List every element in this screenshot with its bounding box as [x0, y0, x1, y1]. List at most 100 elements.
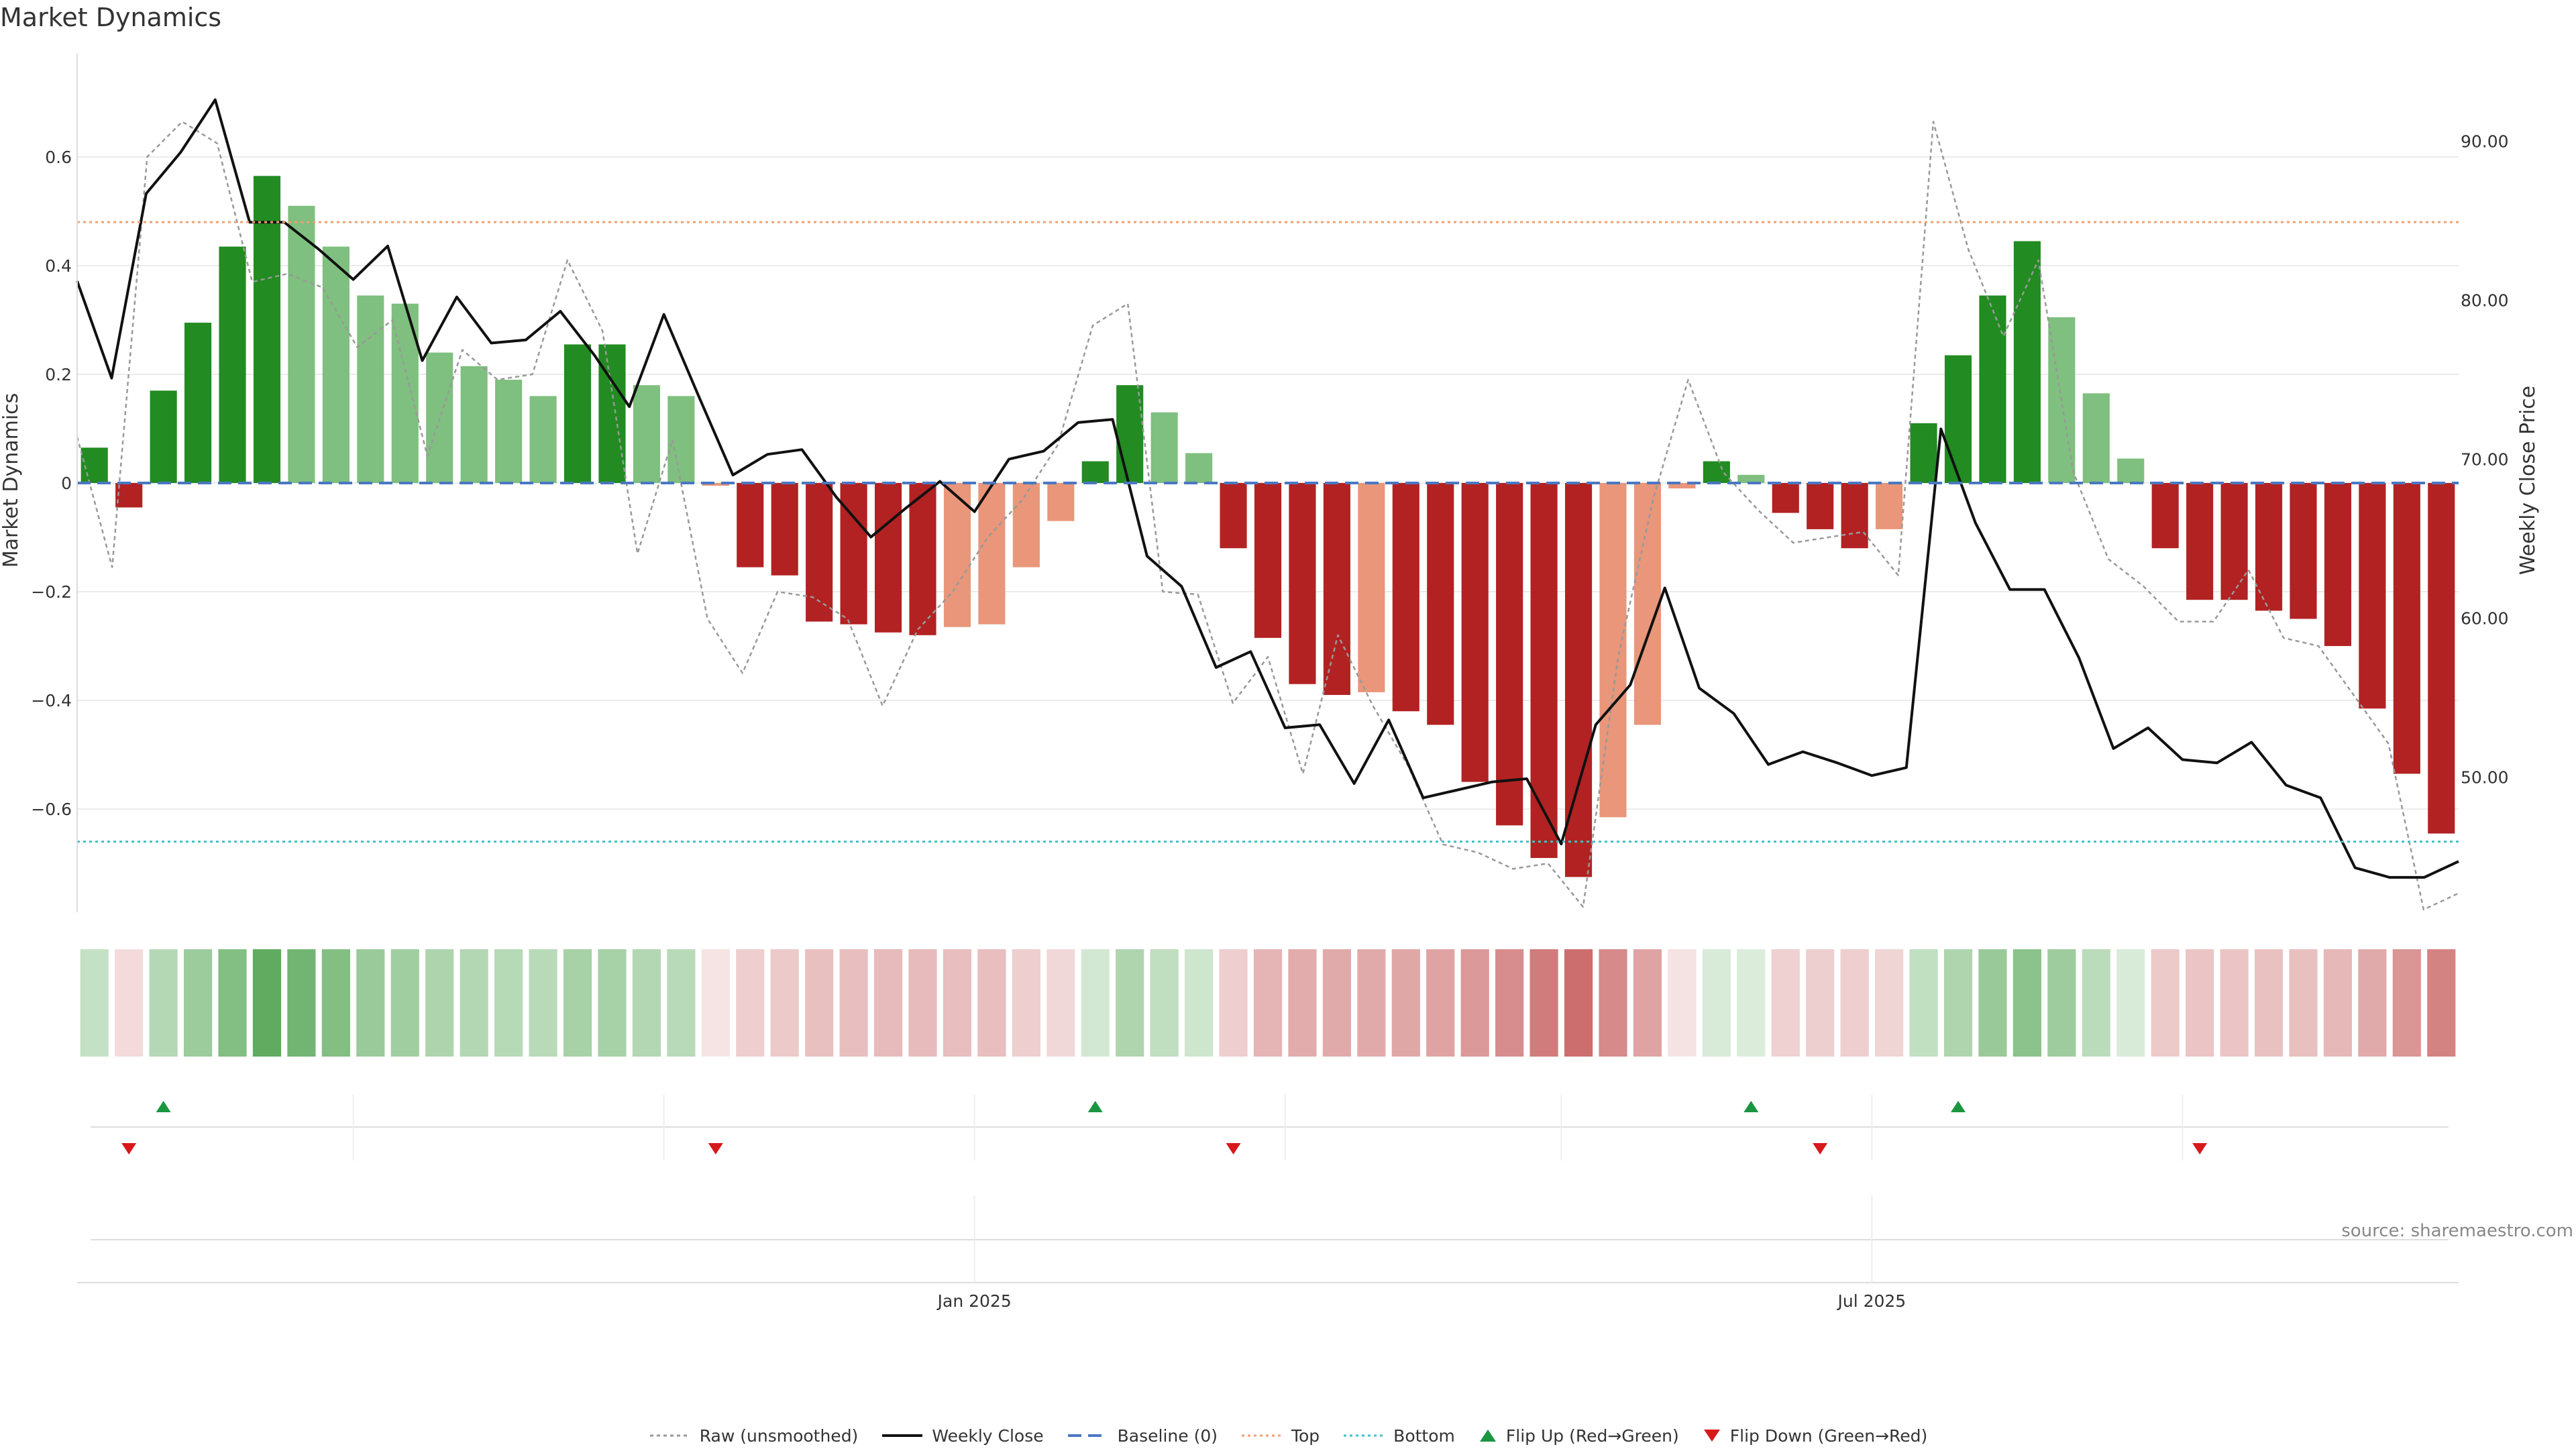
heat-strip-cell	[2427, 949, 2456, 1057]
flip-up-marker	[1950, 1101, 1966, 1112]
dynamics-bar	[1150, 412, 1178, 483]
flip-markers-layer	[91, 1095, 2449, 1161]
dynamics-bar	[633, 385, 660, 483]
flip-down-marker	[121, 1143, 137, 1155]
dynamics-bar	[1496, 483, 1523, 826]
dynamics-bar	[1772, 483, 1799, 513]
dynamics-bar	[150, 390, 177, 483]
heat-strip-cell	[908, 949, 937, 1057]
heat-strip-cell	[632, 949, 661, 1057]
weekly-close-line	[76, 98, 2459, 879]
legend-label: Flip Up (Red→Green)	[1505, 1426, 1679, 1446]
heat-strip-cell	[2082, 949, 2110, 1057]
legend-item-raw: Raw (unsmoothed)	[649, 1426, 859, 1446]
heat-strip-cell	[943, 949, 972, 1057]
legend-label: Raw (unsmoothed)	[699, 1426, 859, 1446]
dynamics-bar	[1979, 295, 2006, 483]
heat-strip-cell	[1840, 949, 1869, 1057]
flip-up-icon	[1479, 1430, 1496, 1442]
legend-item-weekly-close: Weekly Close	[881, 1426, 1044, 1446]
dynamics-bar	[460, 366, 488, 483]
heat-strip-cell	[2186, 949, 2214, 1057]
heat-strip-cell	[2392, 949, 2421, 1057]
heat-strip-cell	[1771, 949, 1800, 1057]
dynamics-bar	[322, 246, 350, 483]
dynamics-bar	[909, 483, 936, 635]
heat-strip-cell	[494, 949, 523, 1057]
dynamics-bar	[1633, 483, 1662, 725]
dynamics-bar	[2324, 483, 2351, 647]
heat-strip-cell	[80, 949, 109, 1057]
y-axis-label-right: Weekly Close Price	[2516, 386, 2540, 575]
heat-strip-cell	[805, 949, 834, 1057]
heat-strip-cell	[1357, 949, 1386, 1057]
x-tick-label: Jul 2025	[1836, 1291, 1906, 1311]
flip-up-marker	[1743, 1101, 1759, 1112]
legend-close-swatch	[882, 1434, 923, 1437]
dynamics-bar	[219, 246, 246, 483]
heat-strip-cell	[390, 949, 419, 1057]
heat-strip-cell	[1150, 949, 1179, 1057]
heat-strip-cell	[218, 949, 247, 1057]
heat-strip-cell	[460, 949, 488, 1057]
axes-layer: −0.6 −0.4 −0.2 0 0.2 0.4 0.6 50.00 60.00 70.00 80.…	[31, 54, 2509, 912]
heat-strip-cell	[2116, 949, 2145, 1057]
dynamics-bar	[1323, 483, 1350, 695]
dynamics-bar	[2117, 458, 2145, 483]
dynamics-bar	[2255, 483, 2283, 611]
y-tick-label-left: 0.4	[45, 256, 72, 276]
heat-strip-cell	[701, 949, 730, 1057]
dynamics-bar	[564, 344, 592, 483]
dynamics-bar	[771, 483, 798, 576]
legend-item-flip-down: Flip Down (Green→Red)	[1702, 1426, 1928, 1446]
heat-strip-cell	[2323, 949, 2353, 1057]
heat-strip-cell	[873, 949, 903, 1057]
dynamics-bar	[288, 205, 315, 483]
heat-strip-cell	[1495, 949, 1524, 1057]
legend-label: Baseline (0)	[1117, 1426, 1218, 1446]
dynamics-bar	[2428, 483, 2455, 834]
flip-down-marker	[708, 1143, 723, 1155]
heat-strip-cell	[529, 949, 557, 1057]
legend-item-bottom: Bottom	[1342, 1426, 1455, 1446]
dynamics-bar	[806, 483, 833, 622]
heat-strip-cell	[1391, 949, 1420, 1057]
dynamics-bar	[495, 380, 523, 483]
dynamics-bar	[1461, 483, 1489, 782]
heat-strip-cell	[321, 949, 350, 1057]
dynamics-bar	[2393, 483, 2420, 774]
heat-strip-cell	[2012, 949, 2041, 1057]
heat-strip-cell	[1529, 949, 1558, 1057]
heat-strip-cell	[1909, 949, 1938, 1057]
dynamics-bar	[2186, 483, 2214, 600]
heat-strip-cell	[1288, 949, 1317, 1057]
dynamics-bar	[2151, 483, 2179, 549]
raw-unsmoothed-line	[76, 121, 2459, 911]
dynamics-bar	[115, 483, 143, 508]
dynamics-bar	[1841, 483, 1868, 549]
dynamics-bar	[1910, 423, 1937, 483]
dynamics-bar	[426, 352, 453, 483]
flip-down-marker	[1226, 1143, 1241, 1155]
y-tick-label-right: 80.00	[2461, 290, 2509, 310]
heat-strip-cell	[1978, 949, 2007, 1057]
dynamics-bar	[1703, 461, 1730, 483]
dynamics-bar	[978, 483, 1006, 625]
heat-strip-cell	[2254, 949, 2284, 1057]
legend-label: Weekly Close	[932, 1426, 1044, 1446]
heat-strip-cell	[149, 949, 178, 1057]
flip-down-marker	[2192, 1143, 2208, 1155]
dynamics-bar	[1116, 385, 1144, 483]
heat-strip-cell	[1185, 949, 1214, 1057]
dynamics-bar	[702, 483, 729, 486]
heat-strip-cell	[1702, 949, 1731, 1057]
heat-strip-cell	[2151, 949, 2180, 1057]
legend-label: Flip Down (Green→Red)	[1729, 1426, 1928, 1446]
heat-strip-cell	[1081, 949, 1110, 1057]
y-tick-label-right: 90.00	[2461, 131, 2509, 151]
heat-strip-cell	[1737, 949, 1766, 1057]
dynamics-bar	[1289, 483, 1316, 684]
chart-title: Market Dynamics	[0, 3, 222, 32]
heat-strip-cell	[1564, 949, 1593, 1057]
timeline-layer: Jan 2025 Jul 2025	[77, 1195, 2459, 1311]
